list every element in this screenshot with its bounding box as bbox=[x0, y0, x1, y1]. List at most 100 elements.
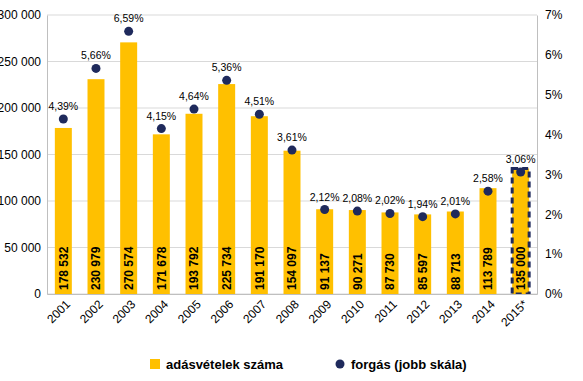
legend-swatch bbox=[150, 359, 160, 369]
x-tick: 2010 bbox=[338, 297, 367, 326]
y-tick-label: 150 000 bbox=[0, 148, 41, 162]
bar bbox=[316, 209, 333, 294]
x-tick-label: 2003 bbox=[110, 297, 139, 326]
y-tick: 0 bbox=[34, 287, 47, 301]
x-tick-label: 2004 bbox=[142, 297, 171, 326]
y2-tick: 5% bbox=[537, 88, 563, 102]
bar-label: 154 097 bbox=[285, 246, 299, 290]
y-axis: 0 50 000 100 000 150 000 200 000 250 000 300 0… bbox=[0, 8, 48, 301]
y2-tick: 3% bbox=[537, 168, 563, 182]
y-tick-label: 200 000 bbox=[0, 101, 41, 115]
x-tick: 2007 bbox=[240, 297, 269, 326]
y2-tick: 6% bbox=[537, 48, 563, 62]
marker bbox=[386, 209, 395, 218]
x-tick-label: 2001 bbox=[44, 297, 73, 326]
bar bbox=[55, 128, 72, 294]
y-axis-line bbox=[47, 16, 48, 295]
x-tick: 2009 bbox=[306, 297, 335, 326]
x-tick-label: 2002 bbox=[77, 297, 106, 326]
bar-label: 85 597 bbox=[416, 253, 430, 290]
x-tick: 2005 bbox=[175, 297, 204, 326]
x-tick-label: 2007 bbox=[240, 297, 269, 326]
y2-tick-label: 7% bbox=[545, 8, 563, 22]
marks bbox=[55, 27, 529, 294]
point-label: 3,06% bbox=[506, 153, 536, 165]
y2-tick-label: 6% bbox=[545, 48, 563, 62]
y2-tick-label: 2% bbox=[545, 208, 563, 222]
y2-tick-label: 0% bbox=[545, 287, 563, 301]
point-label: 4,39% bbox=[48, 100, 78, 112]
y2-tick: 0% bbox=[537, 287, 563, 301]
y2-axis: 0% 1% 2% 3% 4% 5% 6% 7% bbox=[537, 8, 563, 301]
legend-label: forgás (jobb skála) bbox=[351, 357, 467, 372]
bar-label: 171 678 bbox=[155, 246, 169, 290]
point-label: 2,12% bbox=[310, 191, 340, 203]
bar bbox=[218, 84, 235, 294]
x-axis-line bbox=[48, 294, 538, 295]
point-label: 4,51% bbox=[244, 95, 274, 107]
y-tick-label: 100 000 bbox=[0, 194, 41, 208]
y2-tick-label: 1% bbox=[545, 247, 563, 261]
x-tick: 2002 bbox=[77, 297, 106, 326]
bar bbox=[480, 188, 497, 294]
y2-tick-label: 4% bbox=[545, 128, 563, 142]
y-tick-label: 300 000 bbox=[0, 8, 41, 22]
bar-label: 87 730 bbox=[383, 253, 397, 290]
legend-item: forgás (jobb skála) bbox=[336, 357, 467, 372]
bar bbox=[88, 79, 105, 294]
y-tick-label: 0 bbox=[34, 287, 41, 301]
x-tick-label: 2013 bbox=[436, 297, 465, 326]
bar-label: 90 271 bbox=[351, 253, 365, 290]
y-tick-label: 250 000 bbox=[0, 55, 41, 69]
marker bbox=[451, 209, 460, 218]
x-axis: 2001200220032004200520062007200820092010… bbox=[44, 295, 537, 330]
data-labels: 178 532230 979270 574171 678193 792225 7… bbox=[48, 12, 535, 290]
point-label: 4,64% bbox=[179, 90, 209, 102]
bar-label: 91 137 bbox=[318, 253, 332, 290]
marker bbox=[288, 146, 297, 155]
bar bbox=[120, 42, 137, 294]
x-tick: 2015* bbox=[498, 297, 530, 329]
x-tick-label: 2008 bbox=[273, 297, 302, 326]
bar-label: 135 000 bbox=[514, 246, 528, 290]
y2-axis-line bbox=[537, 16, 538, 295]
bar bbox=[153, 134, 170, 294]
point-label: 2,58% bbox=[473, 172, 503, 184]
chart: 0 50 000 100 000 150 000 200 000 250 000 300 0… bbox=[0, 0, 583, 381]
y-tick: 250 000 bbox=[0, 55, 47, 69]
marker bbox=[124, 27, 133, 36]
x-tick: 2011 bbox=[372, 297, 400, 325]
marker bbox=[516, 168, 525, 177]
legend: adásvételek száma forgás (jobb skála) bbox=[150, 357, 467, 372]
bar bbox=[447, 211, 464, 294]
bar bbox=[186, 114, 203, 294]
y-tick: 300 000 bbox=[0, 8, 47, 22]
legend-label: adásvételek száma bbox=[166, 357, 284, 372]
legend-swatch bbox=[336, 360, 345, 369]
x-tick: 2001 bbox=[44, 297, 73, 326]
point-label: 2,08% bbox=[342, 192, 372, 204]
point-label: 6,59% bbox=[114, 12, 144, 24]
bar-label: 113 789 bbox=[481, 247, 495, 290]
point-label: 4,15% bbox=[146, 110, 176, 122]
x-tick-label: 2015* bbox=[498, 297, 530, 329]
point-label: 2,01% bbox=[440, 195, 470, 207]
y-tick-label: 50 000 bbox=[4, 241, 41, 255]
marker bbox=[418, 212, 427, 221]
point-label: 5,36% bbox=[212, 61, 242, 73]
x-tick-label: 2014 bbox=[469, 297, 498, 326]
y2-tick: 4% bbox=[537, 128, 563, 142]
x-tick: 2004 bbox=[142, 297, 171, 326]
x-tick: 2006 bbox=[208, 297, 237, 326]
marker bbox=[190, 105, 199, 114]
point-label: 3,61% bbox=[277, 131, 307, 143]
y2-tick-label: 3% bbox=[545, 168, 563, 182]
x-tick-label: 2011 bbox=[372, 297, 400, 325]
marker bbox=[484, 187, 493, 196]
x-tick: 2003 bbox=[110, 297, 139, 326]
bar bbox=[512, 168, 529, 294]
y2-tick-label: 5% bbox=[545, 88, 563, 102]
x-tick-label: 2006 bbox=[208, 297, 237, 326]
point-label: 1,94% bbox=[408, 198, 438, 210]
bar-label: 225 734 bbox=[220, 246, 234, 290]
